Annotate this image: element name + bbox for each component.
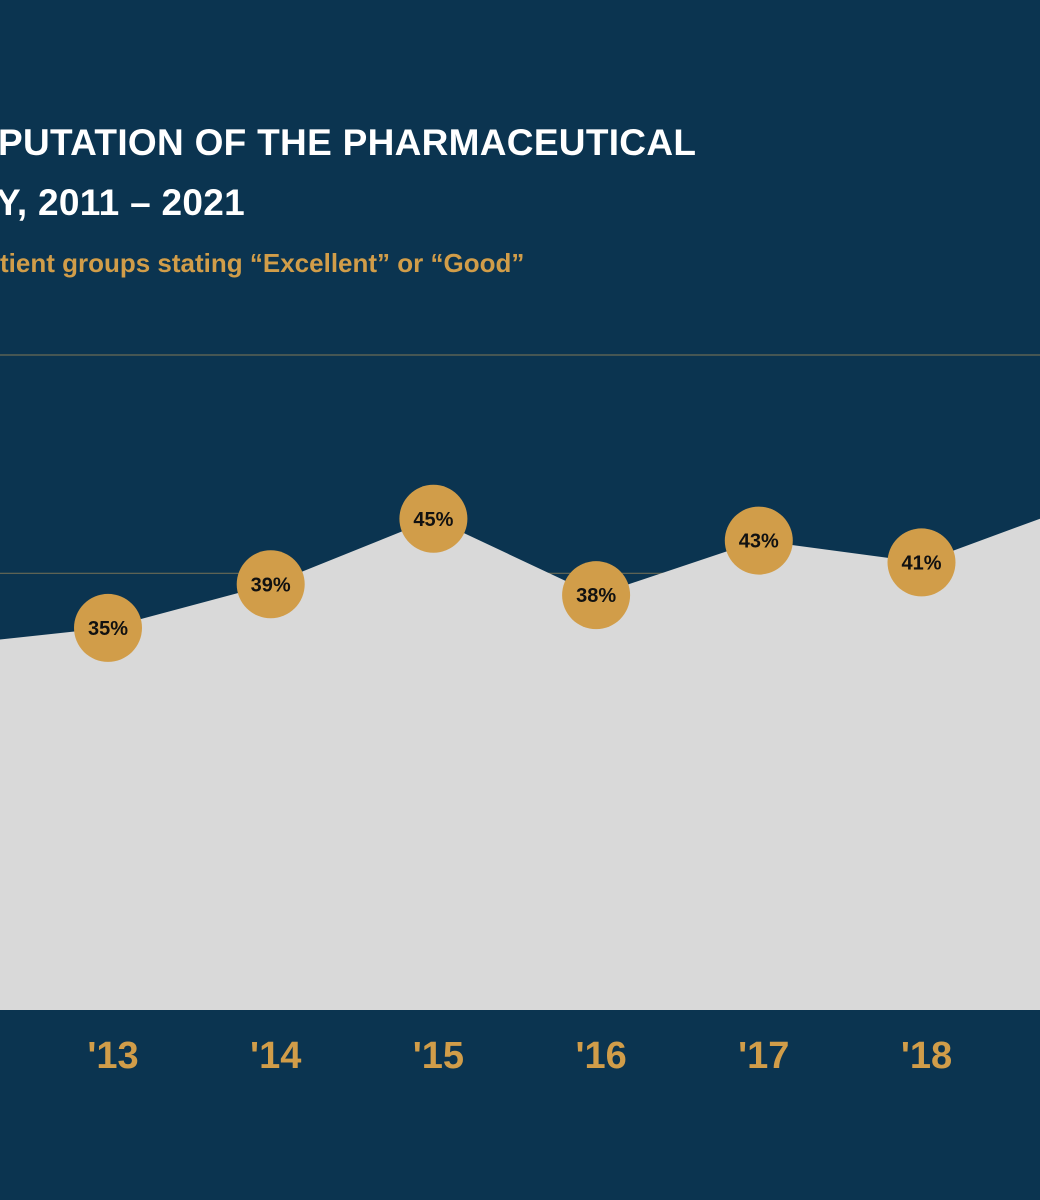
data-point-16-label: 38% — [576, 585, 616, 607]
chart-title-line-2: Y, 2011 – 2021 — [0, 182, 246, 223]
data-point-13-marker — [74, 593, 142, 662]
data-point-18-label: 41% — [901, 552, 941, 574]
area-series — [0, 518, 1040, 1010]
data-point-17-marker — [724, 506, 793, 575]
x-tick-18: '18 — [901, 1035, 952, 1077]
x-tick-16: '16 — [575, 1035, 626, 1077]
gridlines — [0, 354, 1040, 574]
x-tick-13: '13 — [87, 1035, 138, 1077]
chart-subtitle: tient groups stating “Excellent” or “Goo… — [0, 248, 525, 278]
data-point-14-label: 39% — [251, 574, 291, 596]
data-points: 35% 39% 45% 38% 43% 41% — [74, 484, 956, 662]
x-tick-14: '14 — [250, 1035, 301, 1077]
data-point-16-marker — [562, 561, 631, 630]
x-tick-17: '17 — [738, 1035, 789, 1077]
data-point-18-marker — [887, 528, 956, 597]
chart-title-line-1: PUTATION OF THE PHARMACEUTICAL — [0, 122, 697, 163]
data-point-17-label: 43% — [739, 531, 779, 553]
data-point-15-label: 45% — [413, 509, 453, 531]
x-tick-15: '15 — [413, 1035, 464, 1077]
data-point-15-marker — [399, 484, 468, 553]
data-point-13-label: 35% — [88, 618, 128, 640]
data-point-14-marker — [236, 550, 305, 619]
x-axis-ticks: '13 '14 '15 '16 '17 '18 — [87, 1035, 952, 1077]
